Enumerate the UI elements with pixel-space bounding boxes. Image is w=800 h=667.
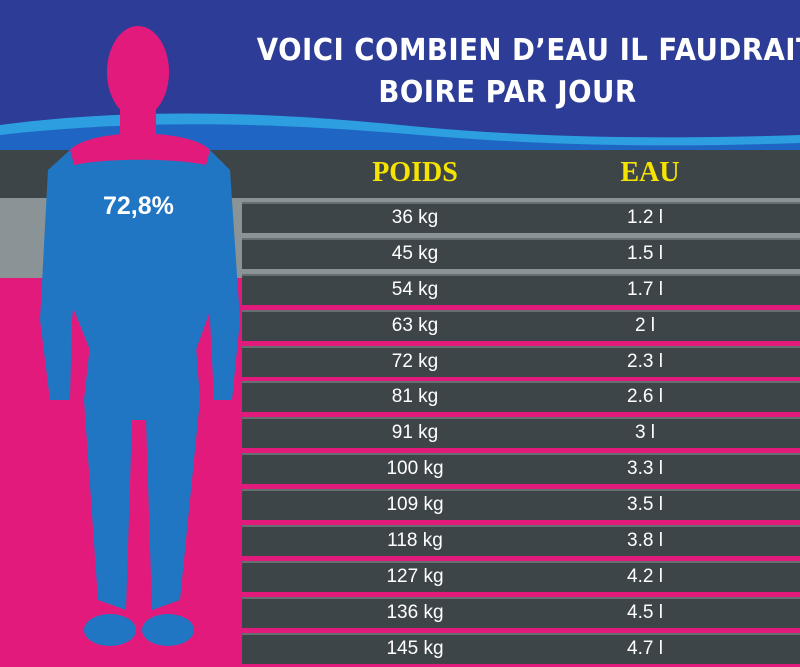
water-cell: 4.5 l [627, 601, 663, 623]
title-line-2: BOIRE PAR JOUR [378, 75, 637, 110]
table-row: 118 kg 3.8 l [242, 525, 800, 557]
weight-cell: 109 kg [386, 494, 444, 516]
column-header-weight: POIDS [372, 157, 458, 188]
table-row: 109 kg 3.5 l [242, 489, 800, 521]
weight-cell: 81 kg [391, 386, 439, 408]
table-row: 81 kg 2.6 l [242, 381, 800, 413]
weight-cell: 145 kg [386, 637, 444, 659]
table-row: 63 kg 2 l [242, 309, 800, 341]
table-row: 100 kg 3.3 l [242, 453, 800, 485]
title-line-1: VOICI COMBIEN D’EAU IL FAUDRAIT [256, 33, 800, 68]
water-cell: 2 l [634, 314, 656, 336]
weight-cell: 45 kg [391, 242, 439, 264]
water-cell: 1.7 l [627, 278, 663, 300]
weight-cell: 91 kg [391, 422, 439, 444]
weight-cell: 136 kg [386, 601, 444, 623]
weight-cell: 127 kg [386, 565, 444, 587]
human-figure-icon [40, 26, 240, 646]
weight-cell: 54 kg [391, 278, 439, 300]
water-table: 36 kg 1.2 l 45 kg 1.5 l 54 kg 1.7 l 63 kg 2 l 72… [242, 202, 800, 667]
table-row: 45 kg 1.5 l [242, 237, 800, 269]
body-water-percentage: 72,8% [103, 192, 174, 220]
weight-cell: 118 kg [387, 530, 443, 552]
table-row: 72 kg 2.3 l [242, 345, 800, 377]
water-cell: 3 l [634, 422, 656, 444]
table-row: 36 kg 1.2 l [242, 202, 800, 233]
table-row: 145 kg 4.7 l [242, 632, 800, 664]
water-cell: 3.3 l [627, 458, 663, 480]
table-row: 91 kg 3 l [242, 417, 800, 449]
water-cell: 3.8 l [627, 530, 663, 552]
water-cell: 4.2 l [627, 565, 663, 587]
water-cell: 2.6 l [627, 386, 663, 408]
table-row: 127 kg 4.2 l [242, 560, 800, 592]
water-cell: 4.7 l [627, 637, 663, 659]
table-row: 54 kg 1.7 l [242, 273, 800, 305]
weight-cell: 100 kg [386, 458, 444, 480]
weight-cell: 63 kg [391, 314, 439, 336]
column-header-water: EAU [620, 157, 680, 188]
water-cell: 1.5 l [627, 242, 663, 264]
weight-cell: 72 kg [391, 350, 439, 372]
water-cell: 2.3 l [627, 350, 663, 372]
title: VOICI COMBIEN D’EAU IL FAUDRAIT BOIRE PA… [256, 30, 800, 114]
weight-cell: 36 kg [391, 207, 439, 228]
water-cell: 3.5 l [627, 494, 663, 516]
table-row: 136 kg 4.5 l [242, 596, 800, 628]
water-cell: 1.2 l [627, 207, 663, 228]
